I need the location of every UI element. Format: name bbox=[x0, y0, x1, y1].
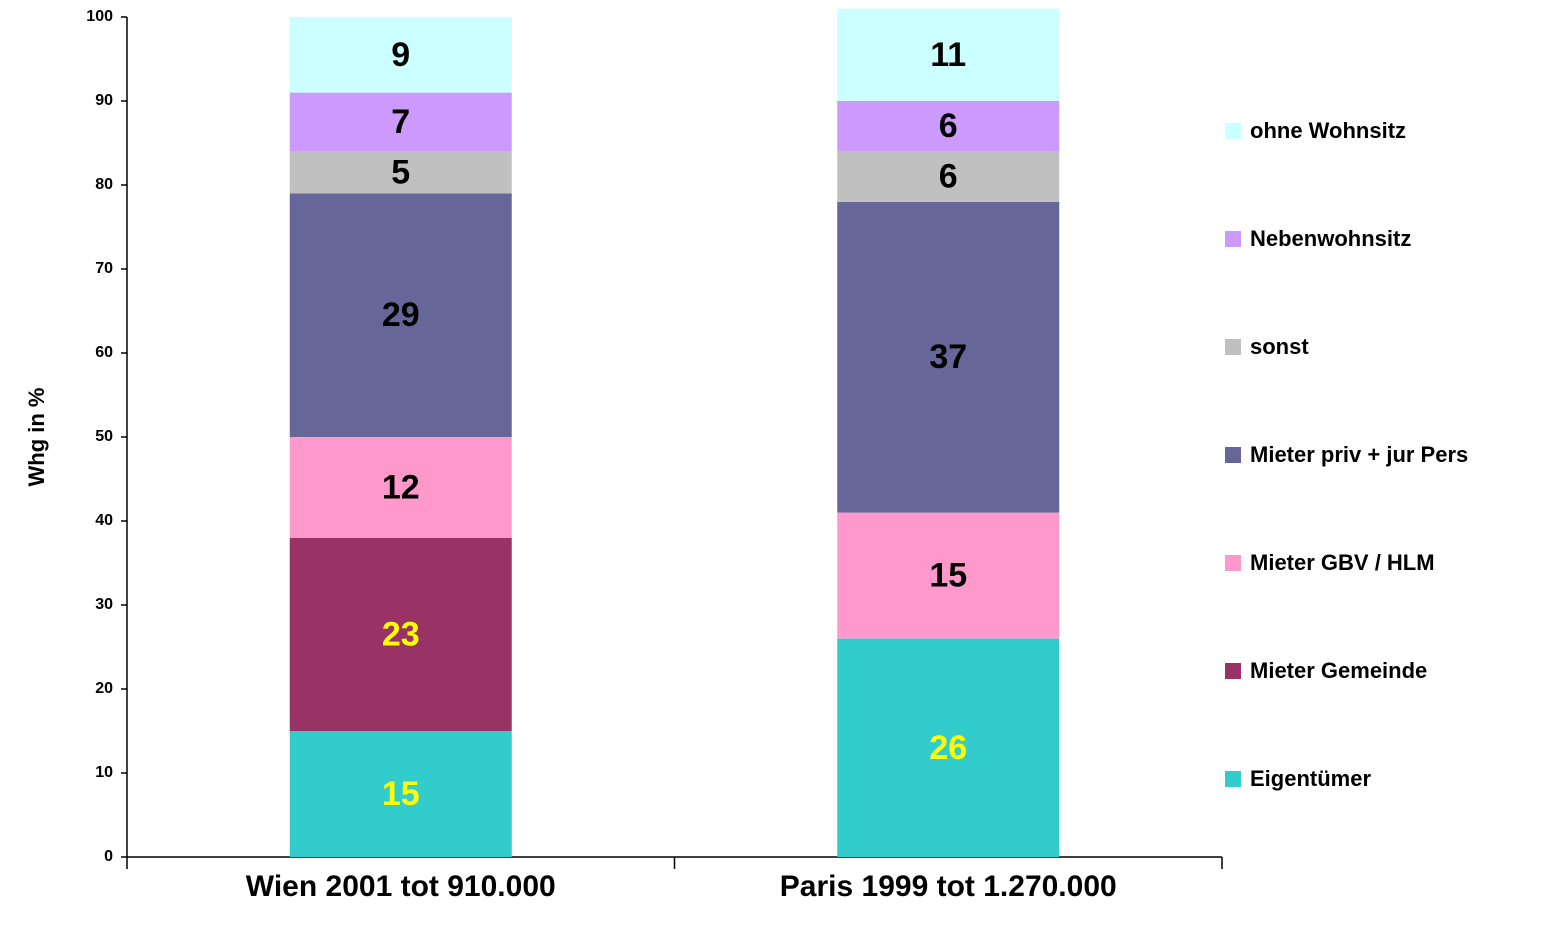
bar-segment bbox=[289, 193, 512, 437]
legend-swatch bbox=[1225, 123, 1241, 139]
legend-label: Eigentümer bbox=[1250, 766, 1371, 791]
data-label: 6 bbox=[939, 107, 958, 145]
data-label: 29 bbox=[382, 296, 420, 334]
data-label: 7 bbox=[391, 103, 410, 141]
data-label: 23 bbox=[382, 615, 420, 653]
y-axis-label: Whg in % bbox=[24, 388, 49, 487]
legend-label: Nebenwohnsitz bbox=[1250, 226, 1411, 251]
legend-label: Mieter Gemeinde bbox=[1250, 658, 1427, 683]
bar-segment bbox=[837, 638, 1060, 857]
bar-segment bbox=[289, 537, 512, 731]
legend-label: Mieter priv + jur Pers bbox=[1250, 442, 1468, 467]
bar-segment bbox=[289, 151, 512, 194]
legend-swatch bbox=[1225, 447, 1241, 463]
y-tick-label: 70 bbox=[95, 260, 113, 277]
legend-swatch bbox=[1225, 339, 1241, 355]
bar-segment bbox=[837, 201, 1060, 513]
legend-swatch bbox=[1225, 555, 1241, 571]
legend-swatch bbox=[1225, 771, 1241, 787]
data-label: 12 bbox=[382, 468, 420, 506]
bar-segment bbox=[289, 437, 512, 538]
bar-segment bbox=[837, 101, 1060, 152]
data-label: 26 bbox=[929, 729, 967, 767]
y-tick-label: 100 bbox=[86, 8, 113, 25]
y-tick-label: 30 bbox=[95, 596, 113, 613]
bar-segment bbox=[289, 17, 512, 93]
bar-segment bbox=[837, 151, 1060, 202]
y-tick-label: 60 bbox=[95, 344, 113, 361]
x-tick-label: Wien 2001 tot 910.000 bbox=[246, 870, 556, 903]
data-label: 6 bbox=[939, 158, 958, 196]
data-label: 15 bbox=[929, 557, 967, 595]
data-label: 5 bbox=[391, 153, 410, 191]
legend-swatch bbox=[1225, 231, 1241, 247]
y-tick-label: 50 bbox=[95, 428, 113, 445]
y-tick-label: 20 bbox=[95, 680, 113, 697]
bar-segment bbox=[289, 731, 512, 857]
y-tick-label: 80 bbox=[95, 176, 113, 193]
bar-segment bbox=[837, 8, 1060, 102]
data-label: 11 bbox=[930, 36, 966, 74]
y-tick-label: 90 bbox=[95, 92, 113, 109]
y-tick-label: 0 bbox=[104, 848, 113, 865]
y-tick-label: 40 bbox=[95, 512, 113, 529]
data-label: 37 bbox=[929, 338, 967, 376]
bar-segment bbox=[289, 92, 512, 152]
y-tick-label: 10 bbox=[95, 764, 113, 781]
legend-label: Mieter GBV / HLM bbox=[1250, 550, 1435, 575]
data-label: 15 bbox=[382, 775, 420, 813]
legend-swatch bbox=[1225, 663, 1241, 679]
bar-segment bbox=[837, 512, 1060, 639]
legend-label: sonst bbox=[1250, 334, 1309, 359]
x-tick-label: Paris 1999 tot 1.270.000 bbox=[780, 870, 1117, 903]
legend-label: ohne Wohnsitz bbox=[1250, 118, 1406, 143]
data-label: 9 bbox=[391, 36, 410, 74]
